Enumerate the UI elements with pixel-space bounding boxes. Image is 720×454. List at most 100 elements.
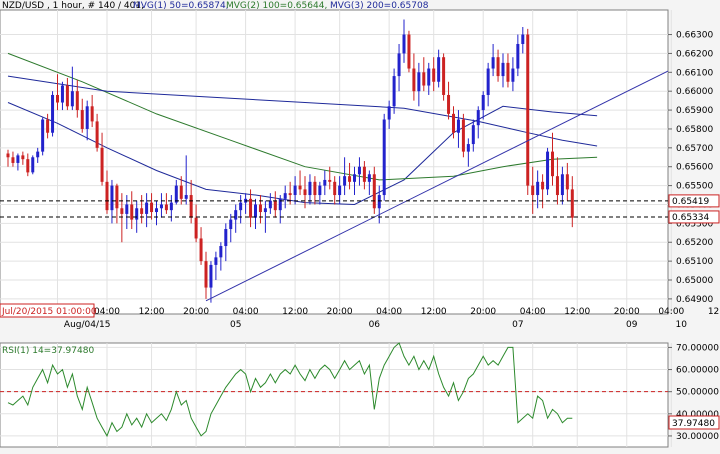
candle-body [323, 179, 327, 186]
candle-body [506, 62, 510, 82]
price-level-label: 0.65334 [672, 213, 709, 223]
price-level-frame [668, 194, 720, 208]
symbol-info: NZD/USD , 1 hour, # 140 / 401, [2, 1, 144, 11]
candle-body [362, 166, 366, 182]
candle-body [254, 204, 257, 218]
candle-body [357, 166, 361, 175]
time-cursor-box: Jul/20/2015 01:00:00 [0, 303, 97, 318]
price-tick-label: 0.65100 [676, 257, 713, 267]
candle-body [120, 208, 124, 214]
candle-body [194, 217, 198, 239]
time-tick-label: 12:00 [708, 307, 720, 317]
candle-body [95, 121, 99, 148]
date-label: 05 [230, 320, 241, 330]
candle-body [105, 181, 109, 211]
candle-body [159, 204, 163, 209]
date-label: 06 [369, 320, 381, 330]
candle-body [348, 176, 352, 182]
date-label: 07 [512, 320, 523, 330]
price-level-label: 0.65419 [672, 197, 709, 207]
candle-body [476, 110, 480, 126]
candle-body [313, 181, 317, 196]
price-tick-label: 0.66200 [676, 49, 713, 59]
candle-body [397, 53, 401, 77]
candle-body [125, 204, 129, 214]
candle-body [224, 229, 228, 247]
candle-body [219, 246, 223, 258]
candle-body [417, 72, 421, 92]
time-tick-label: 04:00 [94, 307, 120, 317]
candle-body [258, 204, 262, 213]
candle-body [422, 72, 426, 86]
rsi-value-frame [668, 415, 720, 430]
candle-body [214, 257, 218, 265]
candle-body [189, 195, 193, 218]
trendline [205, 70, 669, 302]
candle-body [283, 193, 287, 199]
candle-body [174, 185, 178, 203]
trendline-layer [205, 70, 669, 302]
date-label: 10 [675, 320, 687, 330]
rsi-tick-label: 30.00000 [676, 432, 719, 442]
candle-body [412, 68, 416, 92]
candle-body [184, 195, 188, 199]
candle-body [338, 185, 342, 196]
rsi-series [7, 342, 573, 438]
candle-body [41, 119, 45, 152]
time-tick-label: 12:00 [421, 307, 447, 317]
price-tick-label: 0.66000 [676, 87, 713, 97]
candle-body [432, 68, 436, 82]
candle-body [308, 181, 312, 196]
rsi-value-label: 37.97480 [672, 419, 715, 429]
candle-body [531, 185, 535, 196]
mvg3-label: MVG(3) 200=0.65708 [330, 1, 429, 11]
mvg2-label: MVG(2) 100=0.65644, [226, 1, 327, 11]
candle-body [471, 125, 475, 145]
price-tick-label: 0.66100 [676, 68, 713, 78]
candle-body [298, 185, 302, 190]
candle-body [402, 34, 406, 54]
candle-body [85, 106, 89, 129]
candle-body [452, 113, 455, 133]
candle-body [407, 34, 411, 69]
time-tick-label: 12:00 [282, 307, 308, 317]
candle-body [511, 68, 515, 82]
time-tick-label: 12:00 [139, 307, 165, 317]
candle-body [234, 210, 238, 220]
candle-body [442, 57, 446, 95]
candle-body [526, 34, 530, 186]
price-tick-label: 0.65200 [676, 238, 713, 248]
candle-body [278, 198, 282, 211]
candle-body [273, 200, 277, 211]
candle-body [140, 208, 144, 214]
chart-header: NZD/USD , 1 hour, # 140 / 401, MVG(1) 50… [2, 1, 429, 11]
time-tick-label: 20:00 [183, 307, 209, 317]
candle-body [26, 159, 30, 173]
candle-body [303, 189, 307, 196]
candle-body [199, 238, 203, 262]
price-tick-label: 0.66300 [676, 31, 713, 41]
candle-body [343, 176, 347, 186]
candle-body [377, 195, 381, 209]
candle-body [60, 85, 64, 103]
candle-body [31, 157, 35, 173]
price-tick-label: 0.65500 [676, 182, 713, 192]
candle-body [496, 57, 500, 77]
price-level-lines: 0.65419 0.65334 [0, 194, 720, 224]
candle-body [169, 202, 173, 211]
candle-body [382, 119, 386, 196]
candle-body [427, 68, 431, 86]
candle-body [392, 76, 396, 107]
candle-body [249, 198, 253, 218]
candle-body [318, 185, 322, 196]
time-tick-label: 04:00 [520, 307, 546, 317]
candle-body [521, 34, 525, 44]
candle-body [481, 94, 485, 111]
price-tick-label: 0.65000 [676, 276, 713, 286]
candle-body [288, 193, 292, 196]
candle-body [372, 174, 376, 209]
candle-body [333, 181, 337, 196]
candle-body [555, 176, 559, 196]
candle-body [387, 106, 391, 120]
